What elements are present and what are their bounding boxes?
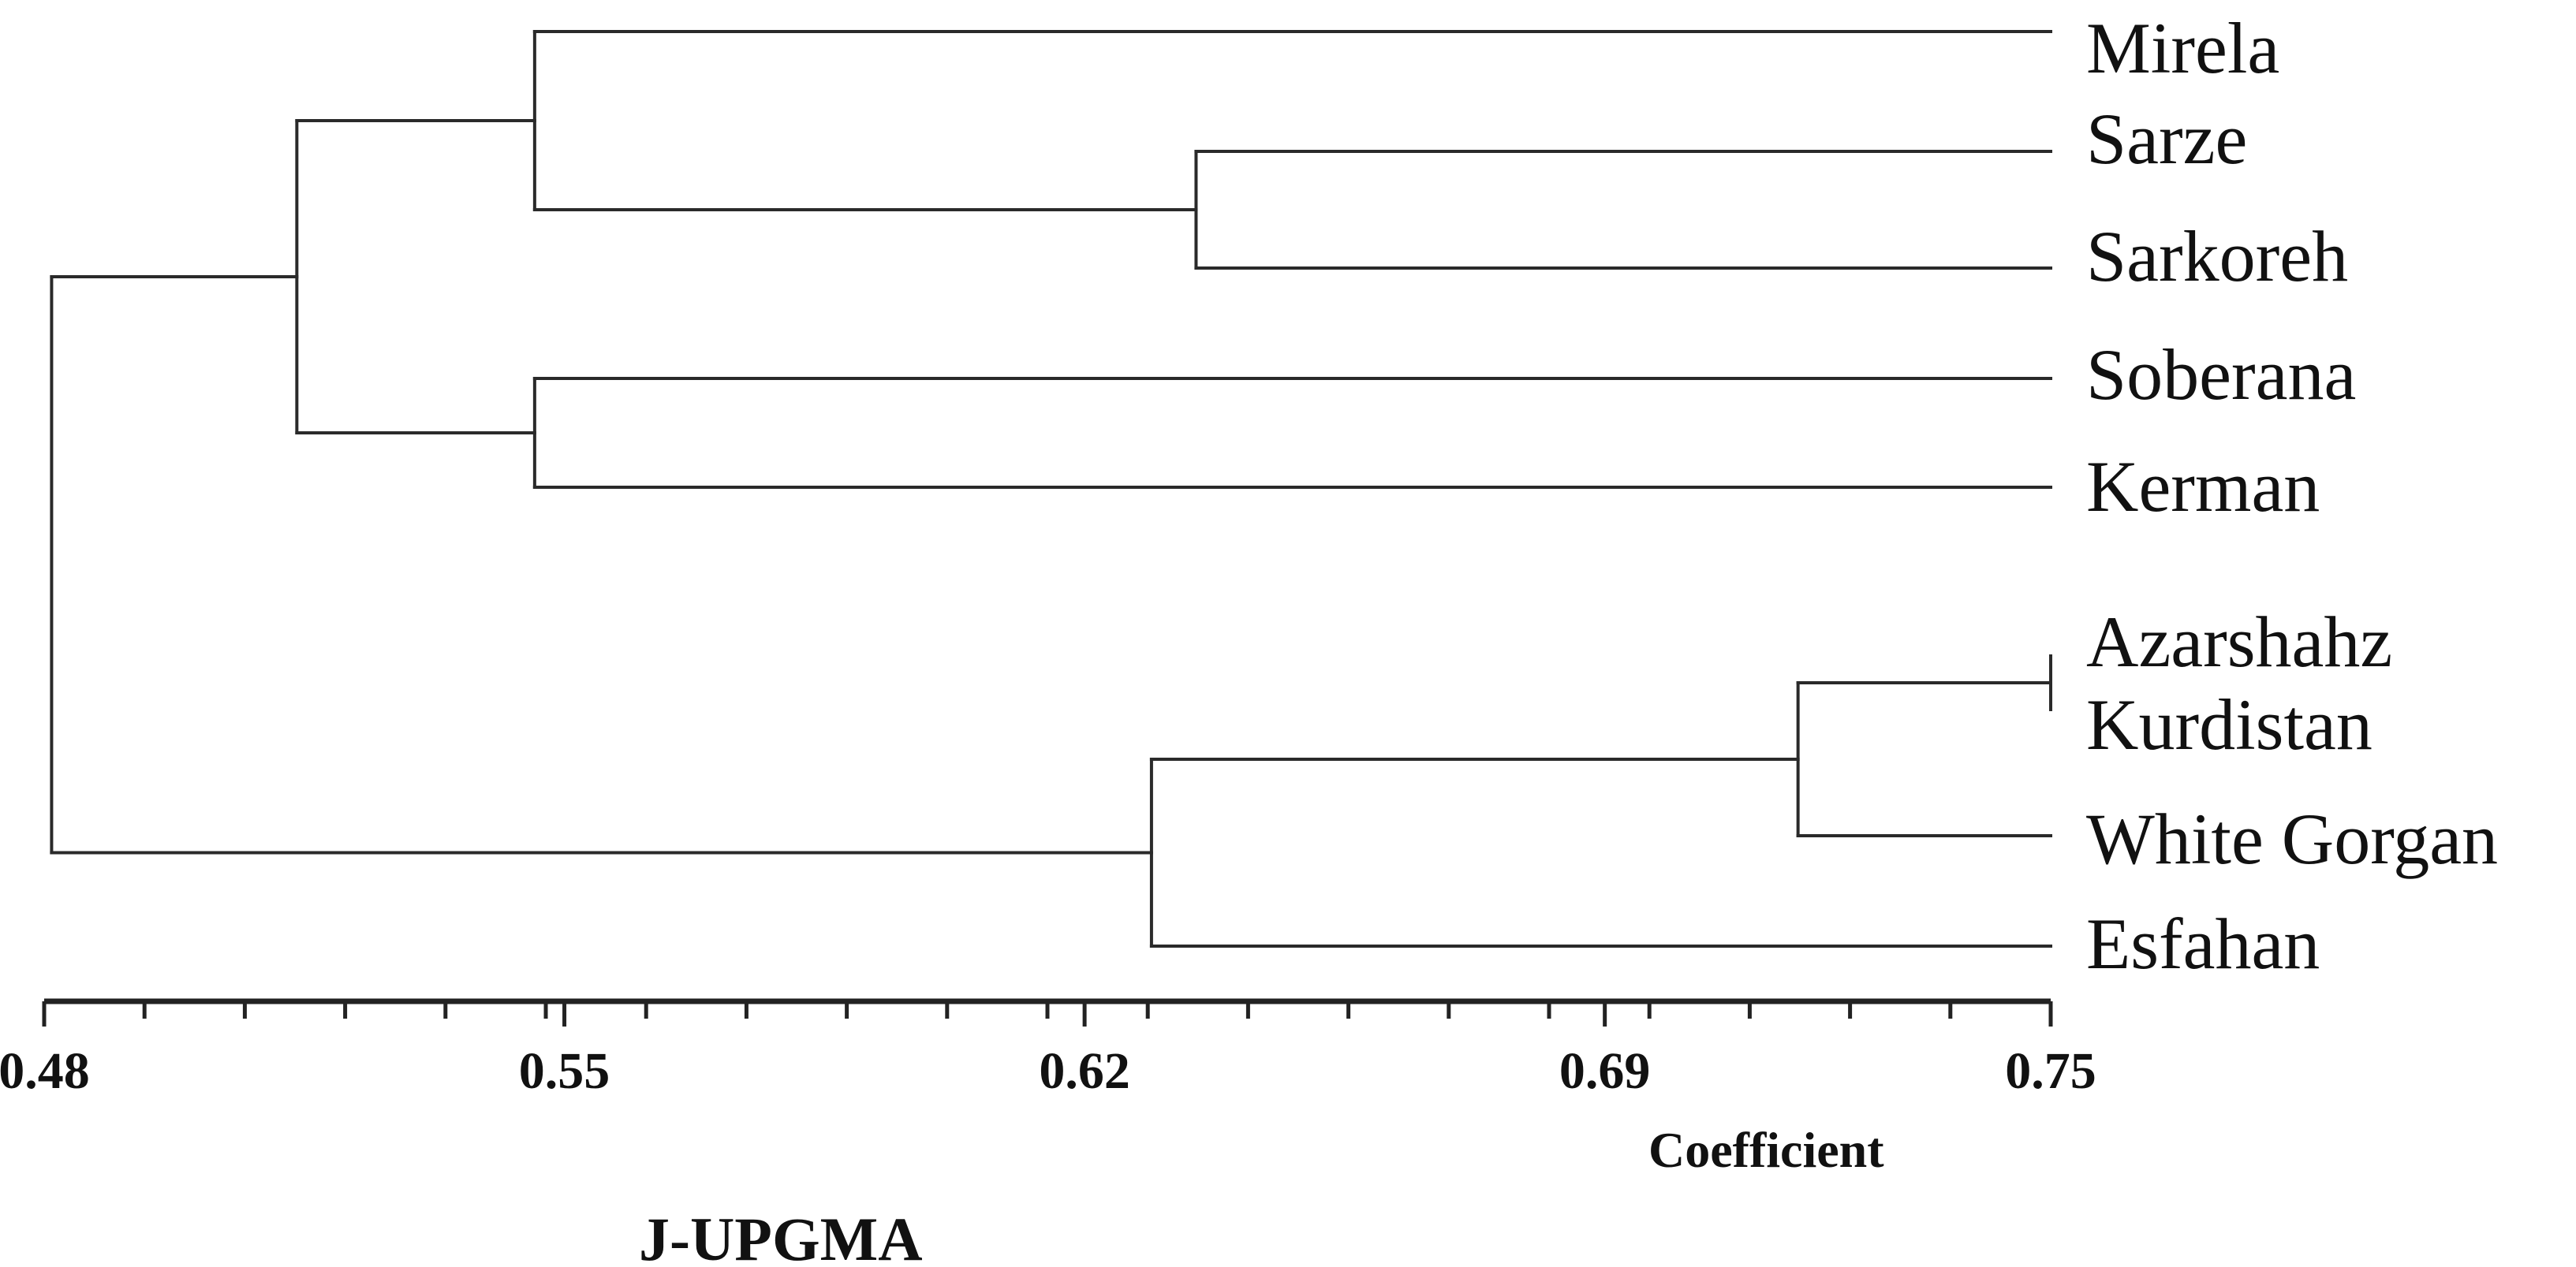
coefficient-axis: 0.48 0.55 0.62 0.69 0.75 bbox=[0, 998, 2096, 1100]
axis-tick-labels: 0.48 0.55 0.62 0.69 0.75 bbox=[0, 1042, 2096, 1100]
dendrogram-branches bbox=[50, 30, 2052, 948]
leaf-label-kerman: Kerman bbox=[2086, 446, 2320, 527]
axis-tick-label: 0.62 bbox=[1039, 1042, 1130, 1100]
leaf-label-kurdistan: Kurdistan bbox=[2086, 684, 2373, 765]
leaf-label-white-gorgan: White Gorgan bbox=[2086, 799, 2498, 879]
leaf-label-azarshahz: Azarshahz bbox=[2086, 602, 2392, 682]
axis-tick-label: 0.69 bbox=[1559, 1042, 1651, 1100]
axis-tick-label: 0.48 bbox=[0, 1042, 90, 1100]
leaf-label-sarkoreh: Sarkoreh bbox=[2086, 216, 2348, 296]
axis-ticks bbox=[42, 1001, 2053, 1027]
leaf-labels: Mirela Sarze Sarkoreh Soberana Kerman Azarsha… bbox=[2086, 8, 2498, 984]
axis-tick-label: 0.75 bbox=[2005, 1042, 2096, 1100]
leaf-label-mirela: Mirela bbox=[2086, 8, 2279, 88]
axis-title: Coefficient bbox=[1648, 1122, 1884, 1178]
leaf-label-esfahan: Esfahan bbox=[2086, 904, 2320, 984]
axis-tick-label: 0.55 bbox=[519, 1042, 610, 1100]
leaf-label-soberana: Soberana bbox=[2086, 334, 2356, 415]
leaf-label-sarze: Sarze bbox=[2086, 99, 2247, 179]
method-title: J-UPGMA bbox=[639, 1205, 923, 1267]
